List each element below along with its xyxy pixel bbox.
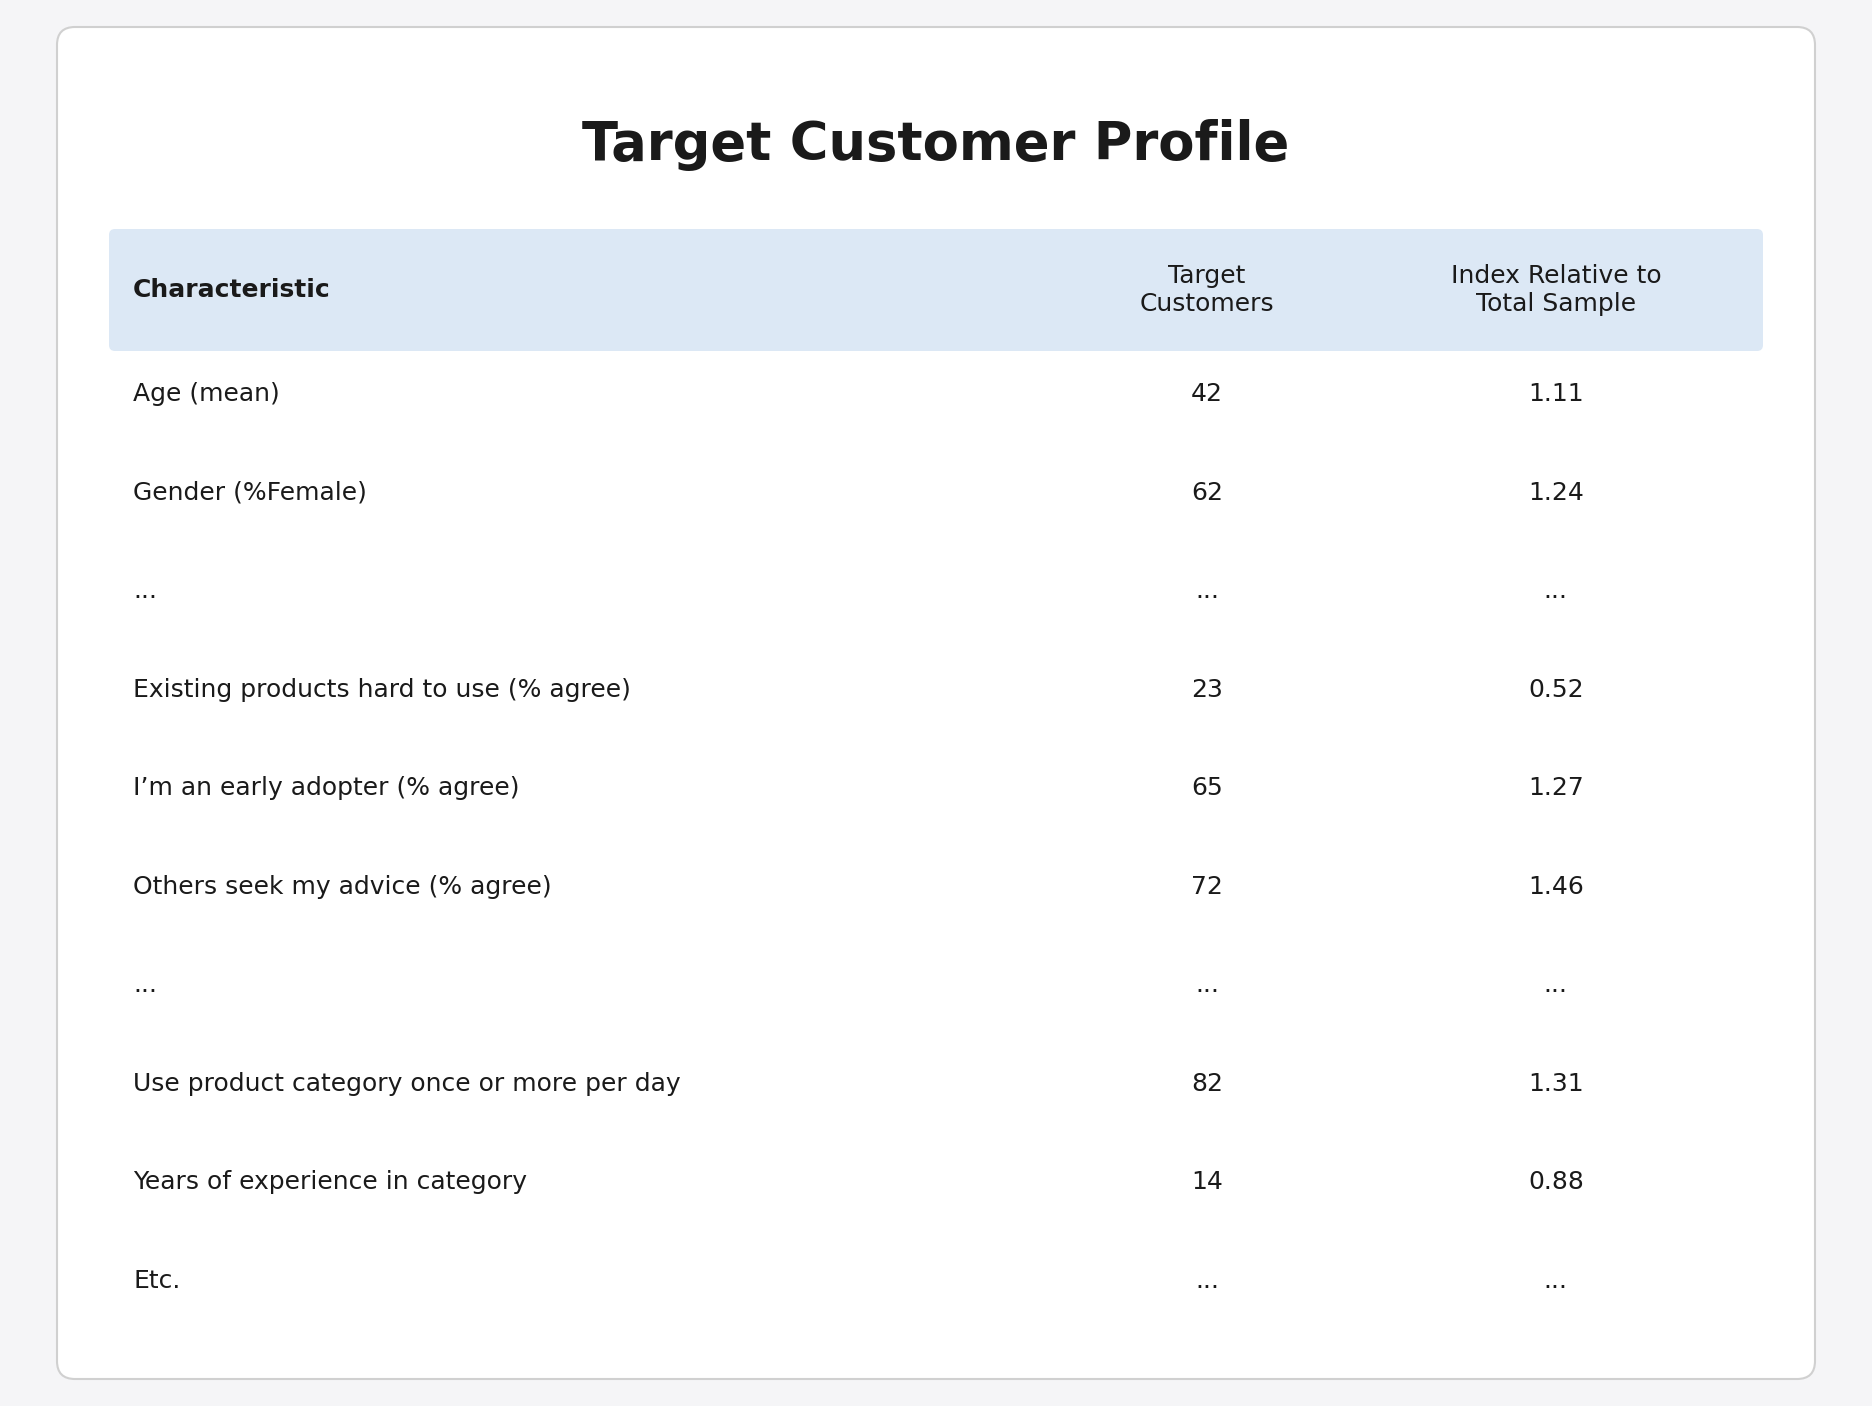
Text: Gender (%Female): Gender (%Female): [133, 481, 367, 505]
Text: I’m an early adopter (% agree): I’m an early adopter (% agree): [133, 776, 520, 800]
Text: Target Customer Profile: Target Customer Profile: [582, 120, 1290, 172]
Text: 23: 23: [1191, 678, 1222, 702]
Text: 1.31: 1.31: [1528, 1071, 1584, 1095]
Text: 65: 65: [1191, 776, 1222, 800]
Text: ...: ...: [133, 579, 157, 603]
Text: Existing products hard to use (% agree): Existing products hard to use (% agree): [133, 678, 631, 702]
Text: 1.24: 1.24: [1528, 481, 1584, 505]
Text: ...: ...: [1544, 579, 1569, 603]
Text: Target
Customers: Target Customers: [1140, 264, 1275, 316]
Text: Others seek my advice (% agree): Others seek my advice (% agree): [133, 875, 552, 898]
Text: 1.46: 1.46: [1528, 875, 1584, 898]
Text: ...: ...: [1194, 579, 1219, 603]
FancyBboxPatch shape: [109, 229, 1763, 352]
Text: 72: 72: [1191, 875, 1222, 898]
Text: 82: 82: [1191, 1071, 1222, 1095]
Text: 0.88: 0.88: [1528, 1170, 1584, 1194]
Text: Years of experience in category: Years of experience in category: [133, 1170, 528, 1194]
Text: ...: ...: [1544, 1268, 1569, 1292]
Text: Use product category once or more per day: Use product category once or more per da…: [133, 1071, 681, 1095]
Text: Index Relative to
Total Sample: Index Relative to Total Sample: [1451, 264, 1660, 316]
Text: ...: ...: [1194, 1268, 1219, 1292]
Text: ...: ...: [1544, 973, 1569, 997]
FancyBboxPatch shape: [56, 27, 1816, 1379]
Text: 62: 62: [1191, 481, 1222, 505]
Text: 0.52: 0.52: [1528, 678, 1584, 702]
Text: 1.11: 1.11: [1528, 382, 1584, 406]
Text: 1.27: 1.27: [1528, 776, 1584, 800]
Text: ...: ...: [1194, 973, 1219, 997]
Text: 42: 42: [1191, 382, 1222, 406]
Text: Etc.: Etc.: [133, 1268, 180, 1292]
Text: Age (mean): Age (mean): [133, 382, 279, 406]
Text: 14: 14: [1191, 1170, 1222, 1194]
Text: Characteristic: Characteristic: [133, 278, 331, 302]
Text: ...: ...: [133, 973, 157, 997]
